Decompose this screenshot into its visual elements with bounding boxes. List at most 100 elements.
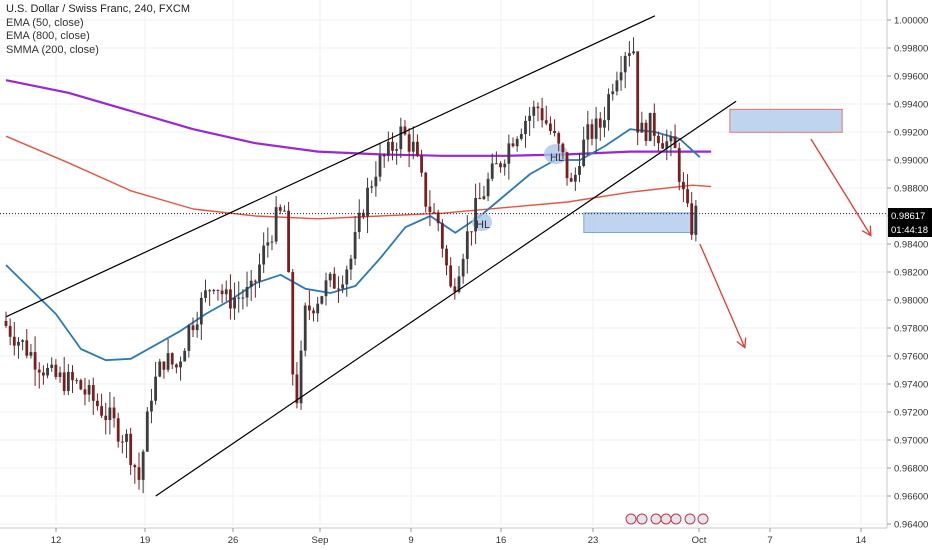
candle-body [312, 310, 315, 314]
candle-body [399, 126, 403, 150]
candle-body [37, 369, 41, 373]
candle-body [345, 269, 349, 285]
price-tick-label: 0.98000 [894, 296, 928, 307]
candle-body [17, 341, 20, 346]
legend-ema800[interactable]: EMA (800, close) [6, 30, 90, 42]
candle-body [42, 372, 45, 376]
candle-body [125, 433, 128, 442]
candle-body [424, 172, 428, 207]
arrow-left [699, 243, 747, 349]
candle-body [224, 289, 228, 295]
price-tick-label: 0.97200 [894, 408, 928, 419]
candle-body [657, 135, 660, 144]
candle-body [33, 352, 37, 370]
time-axis[interactable]: 12 19 26 Sep 9 16 23 Oct 7 14 [51, 528, 867, 546]
candle-body [669, 136, 673, 142]
time-tick-label: Oct [692, 535, 707, 546]
hl-labels: HL HL [476, 152, 564, 231]
chart-legend: U.S. Dollar / Swiss Franc, 240, FXCM EMA… [6, 3, 190, 57]
candle-body [274, 207, 278, 242]
hl-label-upper: HL [550, 152, 564, 164]
candle-body [233, 297, 236, 309]
candle-body [349, 258, 353, 270]
candle-body [382, 155, 386, 157]
time-tick-label: 7 [767, 535, 772, 546]
candle-body [116, 418, 120, 442]
candle-body [291, 272, 295, 375]
candle-body [154, 376, 158, 401]
time-tick-label: 16 [496, 535, 507, 546]
candle-body [187, 325, 191, 351]
candle-body [170, 353, 174, 365]
candle-body [58, 372, 62, 377]
candle-body [87, 385, 91, 395]
ema800-line [5, 135, 712, 220]
candle-body [449, 265, 453, 287]
candle-body [62, 372, 66, 392]
price-axis[interactable]: 1.002001.000000.998000.996000.994000.992… [887, 0, 928, 531]
candle-body [644, 122, 648, 141]
candle-body [362, 212, 365, 217]
candle-body [432, 212, 436, 214]
candle-body [100, 406, 103, 416]
candle-body [204, 290, 207, 298]
symbol-title: U.S. Dollar / Swiss Franc, 240, FXCM [6, 3, 190, 15]
candle-body [316, 303, 320, 314]
candle-body [553, 130, 556, 134]
price-tick-label: 1.00000 [894, 16, 928, 27]
candle-body [299, 350, 303, 404]
candle-body [440, 223, 444, 249]
candle-body [632, 51, 635, 54]
candle-body [640, 122, 644, 133]
event-flags[interactable] [625, 513, 709, 525]
candle-body [648, 112, 652, 141]
candle-body [133, 465, 137, 468]
candle-body [83, 389, 87, 395]
candle-body [503, 163, 507, 168]
candle-body [682, 181, 685, 190]
candle-body [12, 336, 16, 346]
candle-body [253, 280, 257, 282]
candle-body [220, 290, 224, 295]
candle-body [694, 205, 698, 235]
candle-body [611, 91, 615, 95]
ema800-layer [5, 135, 712, 220]
candle-body [212, 289, 216, 292]
candle-body [195, 324, 199, 331]
event-flag-icon[interactable] [625, 513, 709, 525]
candle-body [519, 134, 523, 139]
candle-body [457, 276, 461, 292]
candle-body [549, 123, 552, 131]
candle-body [494, 163, 498, 165]
candle-body [598, 118, 602, 128]
hl-label-lower: HL [476, 219, 490, 231]
candle-body [490, 163, 494, 179]
candle-body [565, 152, 569, 179]
candle-body [465, 231, 469, 259]
candle-body [21, 340, 25, 342]
candle-body [174, 364, 178, 368]
legend-smma200[interactable]: SMMA (200, close) [6, 43, 99, 56]
candle-body [627, 53, 631, 56]
price-tick-label: 0.99600 [894, 72, 928, 83]
candles-layer [0, 37, 887, 494]
candle-body [582, 139, 586, 166]
candle-body [677, 148, 681, 182]
candle-body [303, 305, 307, 351]
price-tick-label: 0.99000 [894, 156, 928, 167]
candle-body [237, 297, 241, 299]
time-tick-label: 19 [140, 535, 151, 546]
candle-body [337, 288, 340, 290]
candle-body [511, 143, 515, 147]
channel-line-upper [5, 15, 656, 318]
candle-body [395, 149, 399, 151]
candle-body [162, 361, 166, 370]
last-price-tag: 0.98617 01:44:18 [888, 208, 932, 237]
candle-body [515, 138, 519, 147]
candle-body [8, 325, 12, 337]
candle-body [208, 290, 212, 292]
candle-body [283, 210, 286, 212]
legend-ema50[interactable]: EMA (50, close) [6, 16, 84, 29]
price-tick-label: 0.99400 [894, 100, 928, 111]
